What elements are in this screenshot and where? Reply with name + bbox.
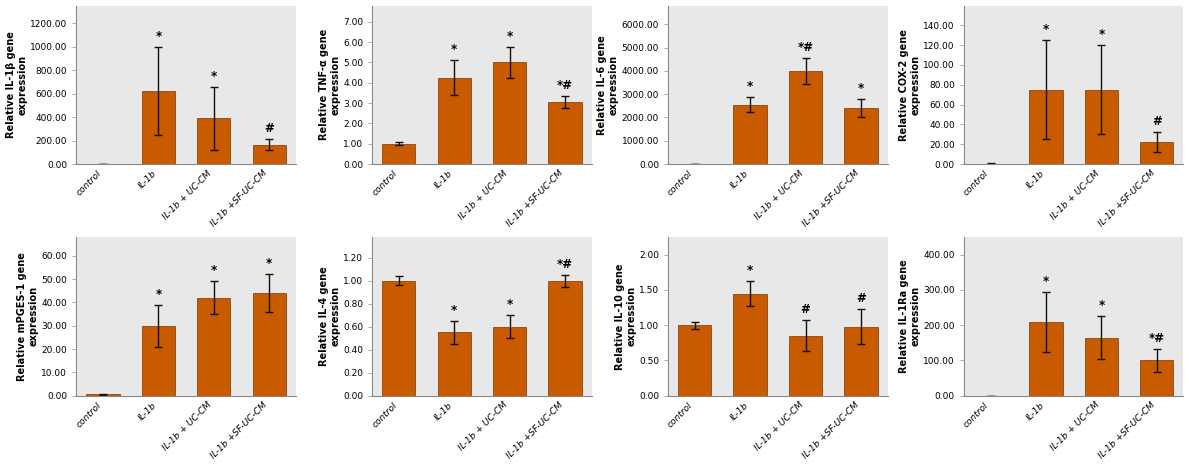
Text: *: *	[507, 298, 512, 311]
Text: *: *	[857, 82, 864, 95]
Text: *#: *#	[1149, 332, 1165, 345]
Y-axis label: Relative mPGES-1 gene
expression: Relative mPGES-1 gene expression	[17, 252, 39, 381]
Bar	[382, 281, 415, 396]
Bar	[438, 332, 471, 396]
Bar	[548, 281, 581, 396]
Text: #: #	[856, 292, 866, 305]
Y-axis label: Relative IL-10 gene
expression: Relative IL-10 gene expression	[615, 263, 636, 370]
Bar	[141, 91, 175, 164]
Bar	[197, 118, 231, 164]
Text: *: *	[266, 258, 272, 270]
Bar	[252, 293, 285, 396]
Bar	[1084, 337, 1118, 396]
Bar	[1030, 90, 1063, 164]
Bar	[1140, 142, 1174, 164]
Text: *#: *#	[558, 258, 573, 271]
Text: *: *	[747, 81, 753, 93]
Y-axis label: Relative TNF-α gene
expression: Relative TNF-α gene expression	[319, 29, 340, 140]
Text: #: #	[1152, 116, 1162, 129]
Bar	[844, 327, 877, 396]
Text: *: *	[1099, 28, 1105, 41]
Bar	[734, 104, 767, 164]
Text: #: #	[264, 123, 275, 136]
Y-axis label: Relative COX-2 gene
expression: Relative COX-2 gene expression	[899, 29, 920, 141]
Bar	[789, 71, 822, 164]
Text: *: *	[451, 304, 458, 317]
Y-axis label: Relative IL-6 gene
expression: Relative IL-6 gene expression	[597, 35, 619, 135]
Bar	[382, 144, 415, 164]
Bar	[548, 102, 581, 164]
Y-axis label: Relative IL-4 gene
expression: Relative IL-4 gene expression	[319, 267, 340, 366]
Bar	[1084, 90, 1118, 164]
Text: *#: *#	[798, 41, 813, 54]
Text: #: #	[800, 303, 811, 316]
Text: *: *	[507, 30, 512, 43]
Bar	[493, 327, 527, 396]
Text: *#: *#	[558, 79, 573, 92]
Bar	[141, 326, 175, 396]
Y-axis label: Relative IL-1Ra gene
expression: Relative IL-1Ra gene expression	[899, 260, 920, 373]
Bar	[678, 325, 711, 396]
Text: *: *	[1043, 275, 1049, 288]
Bar	[493, 62, 527, 164]
Bar	[1140, 360, 1174, 396]
Bar	[844, 108, 877, 164]
Bar	[734, 294, 767, 396]
Text: *: *	[210, 69, 216, 82]
Text: *: *	[451, 43, 458, 56]
Y-axis label: Relative IL-1β gene
expression: Relative IL-1β gene expression	[6, 31, 27, 138]
Bar	[438, 78, 471, 164]
Bar	[252, 144, 285, 164]
Bar	[1030, 322, 1063, 396]
Bar	[197, 298, 231, 396]
Text: *: *	[747, 264, 753, 277]
Bar	[789, 336, 822, 396]
Text: *: *	[156, 30, 162, 43]
Bar	[87, 395, 120, 396]
Text: *: *	[156, 288, 162, 301]
Text: *: *	[1043, 23, 1049, 36]
Text: *: *	[210, 265, 216, 277]
Text: *: *	[1099, 300, 1105, 312]
